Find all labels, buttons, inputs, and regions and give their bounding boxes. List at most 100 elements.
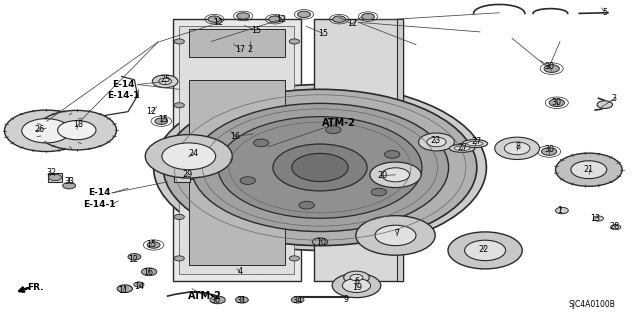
Circle shape <box>63 182 76 189</box>
Text: 32: 32 <box>46 168 56 177</box>
Bar <box>48 173 62 182</box>
Circle shape <box>312 238 328 246</box>
Text: 24: 24 <box>189 149 199 158</box>
Circle shape <box>58 121 96 140</box>
Circle shape <box>145 135 232 178</box>
Circle shape <box>218 117 422 218</box>
Ellipse shape <box>449 144 475 152</box>
Text: 25: 25 <box>160 75 170 84</box>
Circle shape <box>344 271 369 284</box>
Circle shape <box>208 16 221 22</box>
Circle shape <box>174 39 184 44</box>
Circle shape <box>291 297 304 303</box>
Circle shape <box>155 118 168 124</box>
Text: 30: 30 <box>552 98 562 107</box>
Circle shape <box>141 268 157 276</box>
Text: E-14-1: E-14-1 <box>83 200 115 209</box>
Text: 12: 12 <box>213 19 223 27</box>
Text: 12: 12 <box>128 256 138 264</box>
Text: 8: 8 <box>516 142 521 151</box>
Text: E-14: E-14 <box>88 189 111 197</box>
Circle shape <box>174 103 184 108</box>
Circle shape <box>342 278 371 293</box>
Circle shape <box>362 13 374 20</box>
Text: 22: 22 <box>478 245 488 254</box>
Text: E-14-1: E-14-1 <box>107 91 139 100</box>
Circle shape <box>273 144 367 191</box>
Circle shape <box>465 240 506 261</box>
Circle shape <box>375 225 416 246</box>
Text: 7: 7 <box>394 229 399 238</box>
Text: 16: 16 <box>143 268 154 277</box>
Text: 26: 26 <box>35 125 45 134</box>
Circle shape <box>49 174 61 181</box>
Text: 5: 5 <box>602 8 607 17</box>
Circle shape <box>163 89 477 246</box>
Text: 12: 12 <box>276 15 287 24</box>
Circle shape <box>332 273 381 298</box>
Text: 15: 15 <box>146 241 156 249</box>
Text: 16: 16 <box>230 132 241 141</box>
Circle shape <box>611 225 621 230</box>
Bar <box>174 160 190 182</box>
Text: 15: 15 <box>318 29 328 38</box>
Text: 1: 1 <box>557 206 563 215</box>
Text: E-14: E-14 <box>111 80 134 89</box>
Circle shape <box>299 201 314 209</box>
Circle shape <box>370 162 421 188</box>
Circle shape <box>147 242 160 248</box>
Bar <box>314 19 403 281</box>
Circle shape <box>292 153 348 182</box>
Text: ATM-2: ATM-2 <box>188 291 221 301</box>
Circle shape <box>117 285 132 293</box>
Text: 11: 11 <box>118 286 129 295</box>
Text: 14: 14 <box>134 282 145 291</box>
Circle shape <box>371 188 387 196</box>
Bar <box>173 19 301 281</box>
Circle shape <box>289 256 300 261</box>
Circle shape <box>210 296 225 304</box>
Circle shape <box>549 99 564 107</box>
Circle shape <box>134 282 144 287</box>
Text: 6: 6 <box>355 277 360 286</box>
Circle shape <box>427 137 446 147</box>
Bar <box>189 29 285 57</box>
Circle shape <box>159 78 172 85</box>
Circle shape <box>385 151 400 158</box>
Bar <box>179 26 294 274</box>
Text: FR.: FR. <box>27 283 44 292</box>
Circle shape <box>504 142 530 155</box>
Circle shape <box>240 177 255 184</box>
Circle shape <box>356 216 435 255</box>
Circle shape <box>253 139 269 147</box>
Text: 15: 15 <box>158 115 168 124</box>
Circle shape <box>326 126 341 134</box>
Ellipse shape <box>454 146 470 151</box>
Text: 9: 9 <box>343 295 348 304</box>
Text: 30: 30 <box>544 63 554 71</box>
Text: 20: 20 <box>377 171 387 180</box>
Circle shape <box>236 297 248 303</box>
Text: 31: 31 <box>237 296 247 305</box>
Circle shape <box>333 16 346 22</box>
Circle shape <box>289 39 300 44</box>
Text: 34: 34 <box>292 296 303 305</box>
Text: 17: 17 <box>235 45 245 54</box>
Text: 18: 18 <box>73 120 83 129</box>
Circle shape <box>237 13 250 19</box>
Text: 28: 28 <box>609 222 620 231</box>
Circle shape <box>544 65 559 72</box>
Circle shape <box>541 148 557 155</box>
Circle shape <box>448 232 522 269</box>
Circle shape <box>419 133 454 151</box>
Ellipse shape <box>467 141 483 146</box>
Circle shape <box>381 168 410 182</box>
Text: 19: 19 <box>352 283 362 292</box>
Bar <box>189 179 285 265</box>
Circle shape <box>174 256 184 261</box>
Circle shape <box>495 137 540 160</box>
Text: 3: 3 <box>612 94 617 103</box>
Circle shape <box>162 143 216 170</box>
Text: 27: 27 <box>472 137 482 146</box>
Circle shape <box>37 110 116 150</box>
